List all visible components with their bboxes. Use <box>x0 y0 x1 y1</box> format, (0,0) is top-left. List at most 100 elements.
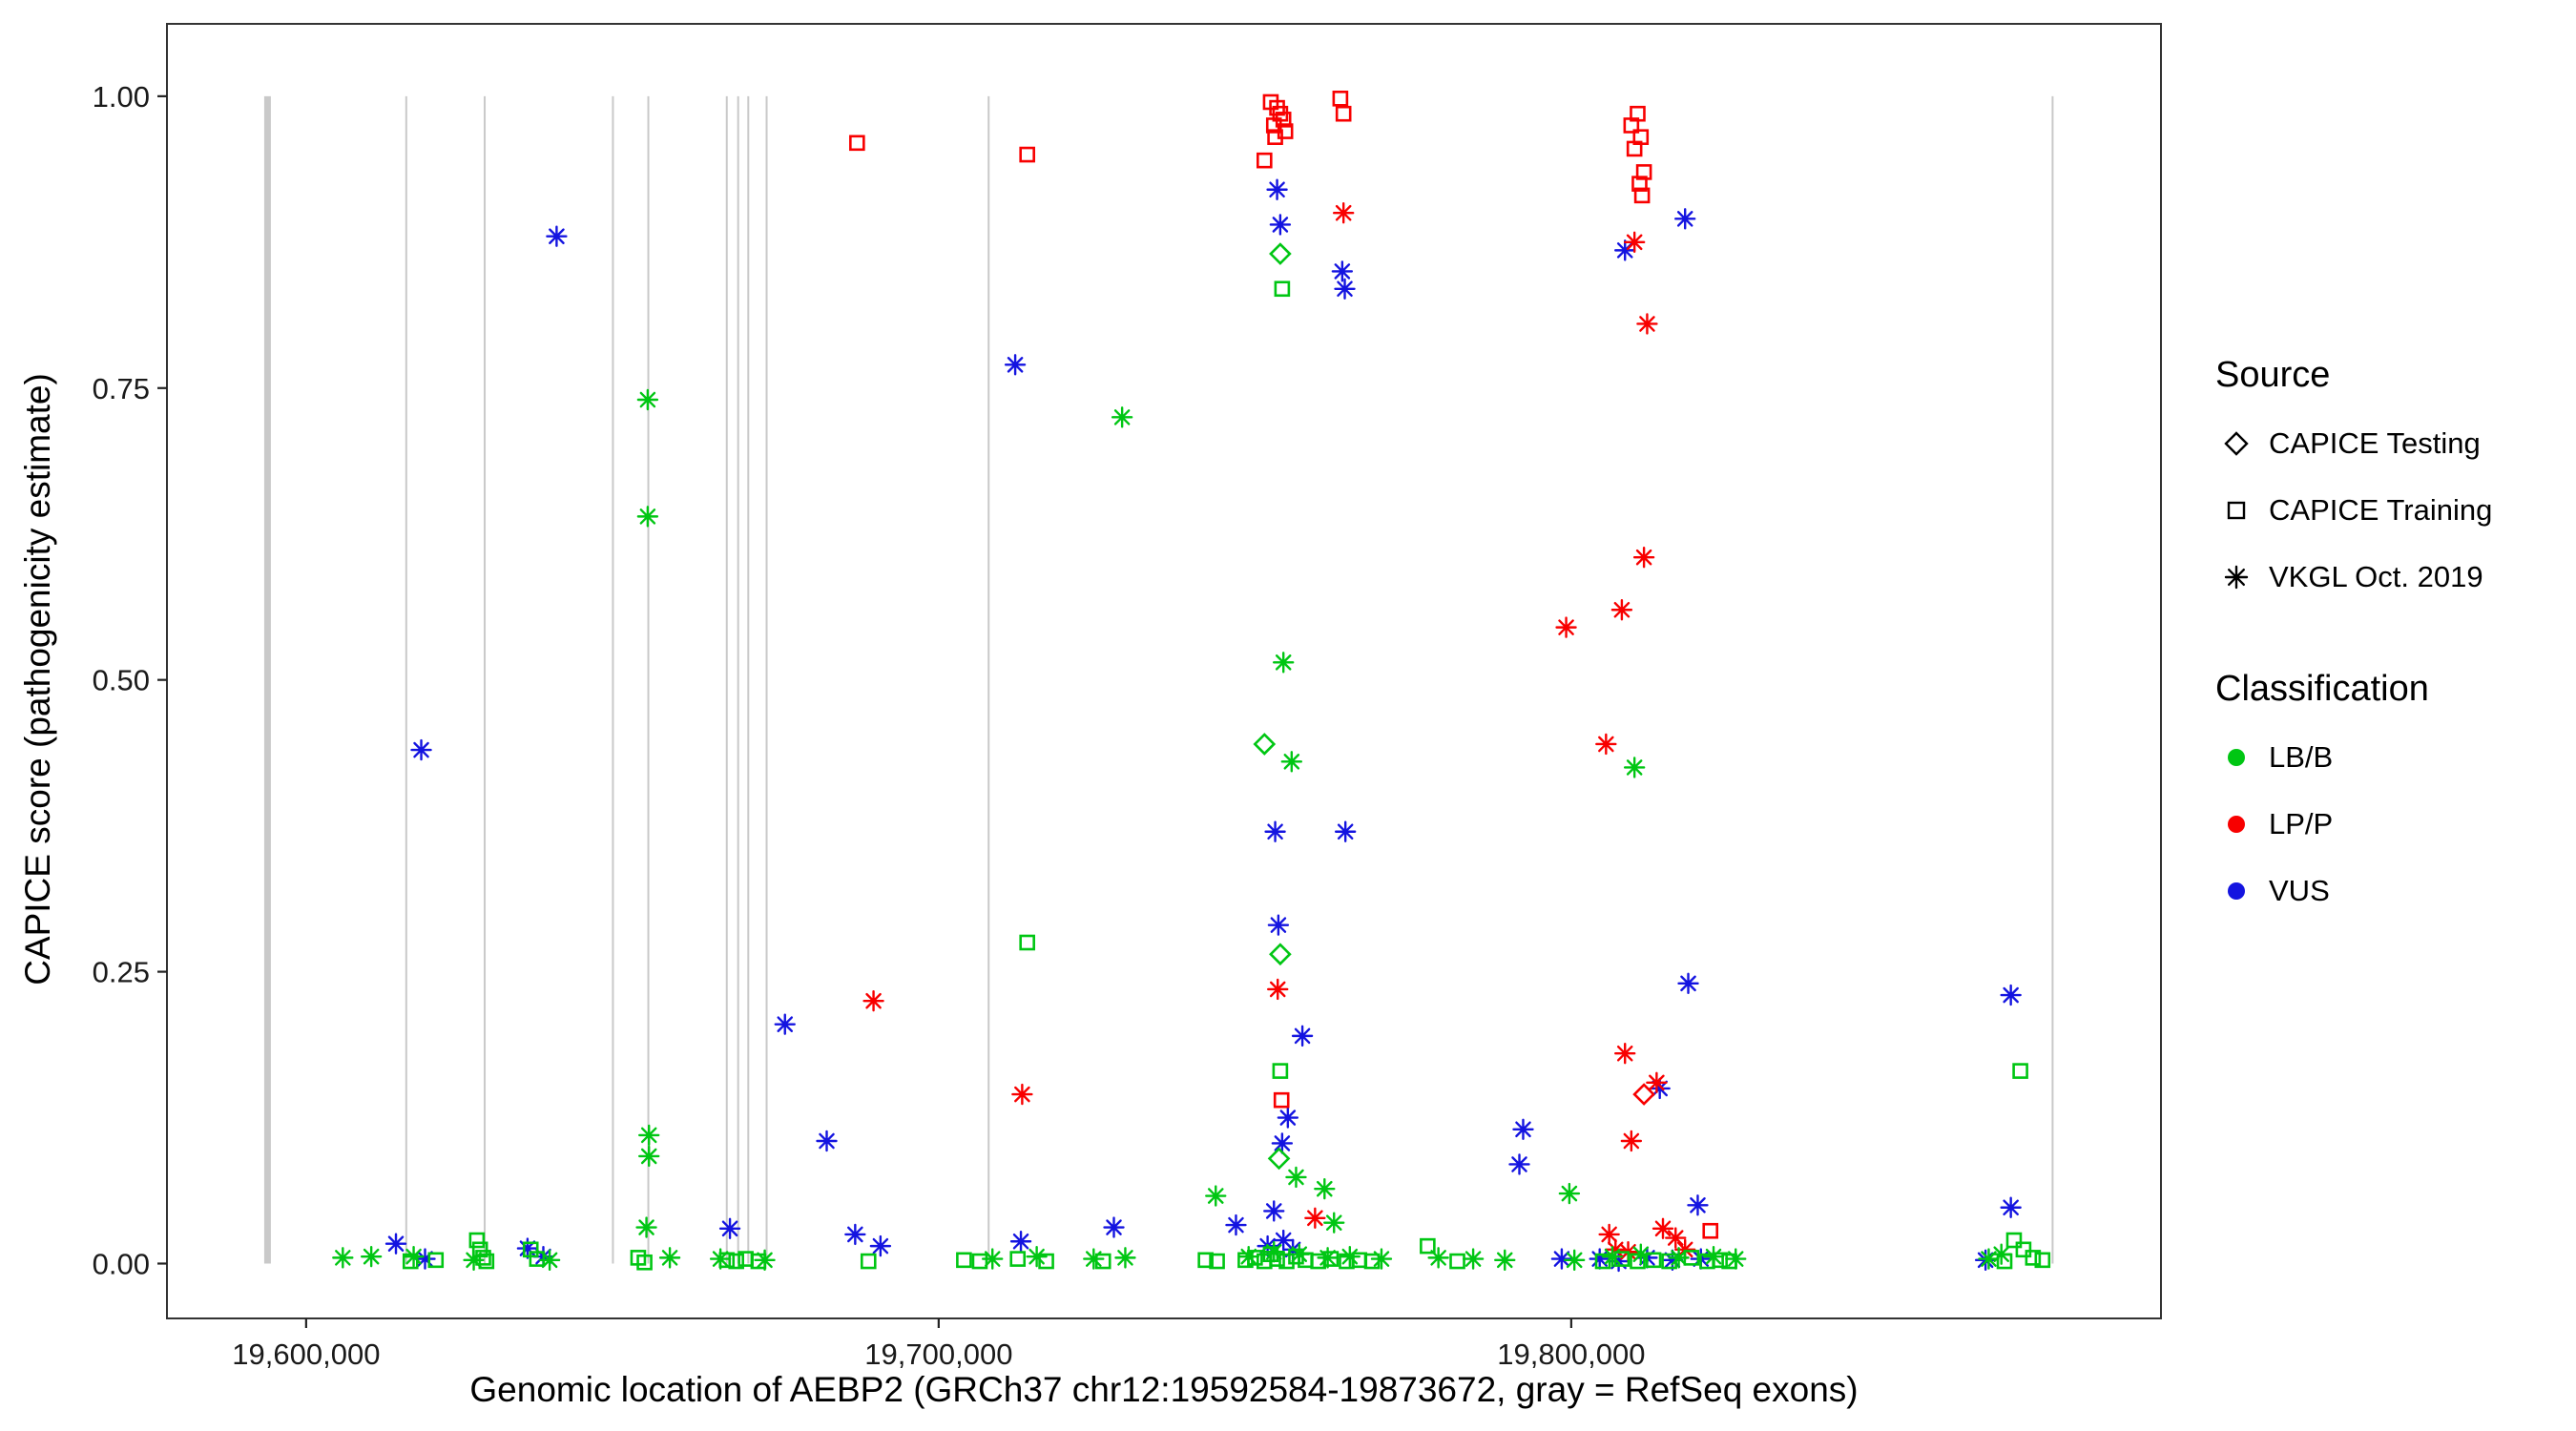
data-point-asterisk <box>463 1249 485 1272</box>
data-point-square <box>1712 1252 1728 1269</box>
square-open-icon <box>2227 501 2246 520</box>
data-point-asterisk <box>1304 1207 1326 1229</box>
data-point-asterisk <box>635 1216 657 1238</box>
data-point-diamond <box>1269 943 1292 966</box>
data-point-asterisk <box>1623 231 1646 254</box>
data-point-square <box>1449 1253 1465 1270</box>
data-point-square <box>2034 1252 2051 1269</box>
data-point-asterisk <box>1011 1083 1033 1106</box>
data-point-square <box>1613 1251 1631 1267</box>
data-point-asterisk <box>1665 1227 1687 1249</box>
asterisk-icon <box>2224 565 2249 590</box>
data-point-square <box>1335 105 1352 122</box>
data-point-asterisk <box>1649 1077 1671 1100</box>
data-point-asterisk <box>1114 1247 1136 1269</box>
data-point-square <box>1630 105 1646 122</box>
data-point-square <box>1269 1251 1285 1267</box>
y-axis-title: CAPICE score (pathogenicity estimate) <box>18 373 57 985</box>
legend-item-label: CAPICE Testing <box>2269 426 2481 460</box>
data-point-asterisk <box>1264 820 1286 842</box>
data-point-asterisk <box>1271 1132 1294 1154</box>
data-point-square <box>1009 1251 1027 1267</box>
data-point-square <box>860 1253 877 1270</box>
data-point-asterisk <box>410 738 432 761</box>
data-point-asterisk <box>1427 1247 1449 1269</box>
data-point-asterisk <box>1550 1248 1573 1270</box>
data-point-square <box>1721 1253 1737 1270</box>
data-point-square <box>1288 1248 1304 1265</box>
data-point-square <box>427 1252 445 1269</box>
data-point-square <box>956 1252 972 1269</box>
data-point-asterisk <box>1273 652 1295 674</box>
data-point-asterisk <box>1614 239 1636 261</box>
data-point-square <box>1996 1253 2013 1270</box>
data-point-square <box>1661 1253 1677 1270</box>
data-point-asterisk <box>982 1248 1004 1270</box>
data-point-asterisk <box>1205 1185 1227 1207</box>
data-point-asterisk <box>1610 599 1633 621</box>
data-point-diamond <box>1632 1083 1655 1106</box>
lpp-dot-icon <box>2228 816 2245 833</box>
data-point-asterisk <box>546 225 568 247</box>
data-point-asterisk <box>538 1249 561 1272</box>
legend-item-vkgl: VKGL Oct. 2019 <box>2215 554 2570 600</box>
data-point-asterisk <box>718 1217 741 1239</box>
data-point-asterisk <box>1674 208 1696 230</box>
data-point-square <box>1635 164 1652 180</box>
data-point-asterisk <box>1331 260 1354 282</box>
data-point-asterisk <box>1508 1153 1530 1175</box>
x-tick-label: 19,700,000 <box>864 1338 1012 1371</box>
data-point-asterisk <box>1978 1248 2000 1270</box>
legend-classification-title: Classification <box>2215 669 2429 709</box>
data-point-square <box>2012 1063 2028 1079</box>
legend-item-capice-training: CAPICE Training <box>2215 487 2570 533</box>
x-axis-title: Genomic location of AEBP2 (GRCh37 chr12:… <box>469 1370 1859 1409</box>
data-point-square <box>728 1253 745 1270</box>
data-point-asterisk <box>1687 1194 1709 1216</box>
legend-item-label: LP/P <box>2269 807 2334 840</box>
data-point-square <box>1273 1091 1290 1109</box>
legend-source-title: Source <box>2215 355 2331 395</box>
data-point-asterisk <box>1026 1245 1048 1268</box>
data-point-square <box>1257 152 1273 169</box>
legend-item-label: VUS <box>2269 874 2330 907</box>
data-point-asterisk <box>1339 1245 1361 1268</box>
data-point-asterisk <box>1652 1217 1674 1239</box>
data-point-asterisk <box>1103 1216 1125 1238</box>
data-point-square <box>2015 1241 2032 1258</box>
data-point-asterisk <box>1614 1043 1636 1065</box>
data-point-asterisk <box>1512 1118 1534 1140</box>
data-point-square <box>1702 1222 1719 1239</box>
data-point-square <box>1272 1063 1289 1079</box>
data-point-asterisk <box>1601 1245 1624 1268</box>
data-point-asterisk <box>1598 1223 1620 1246</box>
legend-item-label: CAPICE Training <box>2269 493 2493 527</box>
data-point-square <box>718 1252 736 1269</box>
data-point-asterisk <box>1677 972 1699 995</box>
data-point-asterisk <box>1595 733 1617 756</box>
plot-panel <box>166 23 2162 1319</box>
data-point-asterisk <box>1674 1238 1696 1261</box>
data-point-square <box>971 1253 988 1270</box>
data-point-asterisk <box>1111 406 1133 428</box>
data-point-asterisk <box>1620 1130 1643 1152</box>
data-point-asterisk <box>2000 1196 2022 1218</box>
data-point-asterisk <box>1266 178 1288 200</box>
data-point-asterisk <box>1646 1071 1668 1094</box>
data-point-diamond <box>1267 1147 1291 1171</box>
data-point-square <box>1645 1252 1662 1269</box>
data-point-square <box>1631 176 1648 192</box>
data-point-square <box>1247 1250 1263 1266</box>
data-point-asterisk <box>1462 1248 1485 1270</box>
y-tick-label: 0.50 <box>93 664 150 697</box>
data-point-asterisk <box>1291 1025 1314 1047</box>
data-point-asterisk <box>1605 1238 1627 1261</box>
data-point-square <box>1267 129 1283 145</box>
data-point-square <box>1322 1251 1340 1267</box>
data-point-square <box>1630 1253 1646 1270</box>
data-point-square <box>1094 1253 1111 1270</box>
legend-item-lpp: LP/P <box>2215 801 2570 847</box>
legend-item-capice-testing: CAPICE Testing <box>2215 421 2570 467</box>
data-point-square <box>478 1253 495 1270</box>
lbb-dot-icon <box>2228 749 2245 766</box>
